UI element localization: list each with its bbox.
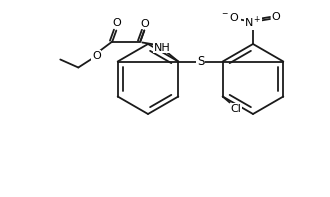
Text: O: O <box>92 50 101 60</box>
Text: O: O <box>140 19 149 29</box>
Text: O: O <box>272 12 280 22</box>
Text: $^-$O: $^-$O <box>220 11 240 23</box>
Text: N$^+$: N$^+$ <box>244 14 262 30</box>
Text: Cl: Cl <box>230 103 241 113</box>
Text: NH: NH <box>154 43 171 52</box>
Text: O: O <box>112 18 121 28</box>
Text: S: S <box>197 55 204 68</box>
